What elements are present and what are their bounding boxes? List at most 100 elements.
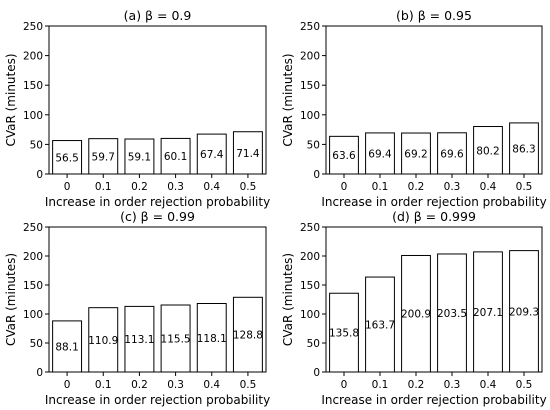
y-axis-label: CVaR (minutes) [281,253,295,346]
x-axis-label: Increase in order rejection probability [321,393,546,407]
data-label: 207.1 [473,307,503,319]
y-tick-label: 150 [23,80,43,92]
bar [124,305,155,373]
bar [232,131,263,175]
data-label: 113.1 [124,334,154,346]
bar [160,137,191,175]
bar [365,132,395,175]
x-tick-label: 0.3 [444,181,461,193]
x-tick-label: 0.4 [203,181,220,193]
data-label: 203.5 [437,308,467,320]
x-tick-label: 0.3 [167,181,184,193]
axes-frame [325,226,543,373]
bar [473,126,503,175]
x-axis-label: Increase in order rejection probability [45,393,270,407]
y-tick-label: 50 [307,338,320,350]
y-tick-label: 50 [30,338,43,350]
x-tick-label: 0 [64,181,71,193]
y-tick-label: 150 [300,80,320,92]
bar [329,135,359,175]
chart-panel: 56.5 59.7 59.1 60.1 67.4 71.4 0 50 100 150 200 250 0… [4,8,270,209]
axes-frame [48,25,267,175]
axes-frame [325,25,543,175]
bar [88,138,119,175]
data-label: 200.9 [401,309,431,321]
x-tick-label: 0.1 [372,181,389,193]
x-tick-label: 0.5 [516,379,533,391]
data-label: 60.1 [164,151,187,163]
bar [437,253,467,373]
bar [329,292,359,373]
y-tick-label: 100 [300,110,320,122]
y-axis-label: CVaR (minutes) [4,53,18,146]
x-tick-label: 0.2 [408,379,425,391]
bar [509,122,539,175]
y-tick-label: 250 [23,21,43,33]
x-tick-label: 0.2 [408,181,425,193]
y-tick-label: 50 [307,139,320,151]
data-label: 135.8 [329,328,359,340]
x-tick-label: 0.5 [240,379,257,391]
x-tick-label: 0.2 [131,379,148,391]
x-tick-label: 0.5 [240,181,257,193]
chart-title: (d) β = 0.999 [392,209,476,224]
bar [437,132,467,175]
y-tick-label: 150 [300,280,320,292]
chart-title: (a) β = 0.9 [124,8,192,23]
data-label: 128.8 [233,330,263,342]
y-tick-label: 250 [300,21,320,33]
bar [401,254,431,373]
y-tick-label: 50 [30,139,43,151]
bar [365,276,395,373]
data-label: 63.6 [332,150,356,162]
x-tick-label: 0.4 [480,379,497,391]
data-label: 163.7 [365,320,395,332]
bar [88,307,119,373]
x-axis-label: Increase in order rejection probability [45,195,270,209]
data-label: 69.4 [368,148,392,160]
x-axis-label: Increase in order rejection probability [321,195,546,209]
data-label: 118.1 [197,333,227,345]
x-tick-label: 0.4 [203,379,220,391]
y-tick-label: 200 [23,251,43,263]
y-tick-label: 100 [300,309,320,321]
bar [160,304,191,373]
chart-panel: 88.1 110.9 113.1 115.5 118.1 128.8 0 50 100 150 20… [4,209,270,407]
y-tick-label: 0 [313,367,320,379]
data-label: 69.6 [440,148,464,160]
y-tick-label: 200 [23,51,43,63]
x-tick-label: 0.1 [95,379,112,391]
bar [509,250,539,373]
x-tick-label: 0.4 [480,181,497,193]
y-tick-label: 250 [23,222,43,234]
y-tick-label: 0 [313,169,320,181]
y-tick-label: 200 [300,51,320,63]
x-tick-label: 0.1 [95,181,112,193]
data-label: 88.1 [55,341,78,353]
data-label: 115.5 [161,334,191,346]
data-label: 71.4 [236,148,260,160]
data-label: 69.2 [404,149,427,161]
x-tick-label: 0 [64,379,71,391]
x-tick-label: 0.1 [372,379,389,391]
chart-panel: 135.8 163.7 200.9 203.5 207.1 209.3 0 50 100 150 2… [281,209,547,407]
x-tick-label: 0 [341,379,348,391]
data-label: 59.7 [92,151,115,163]
x-tick-label: 0.5 [516,181,533,193]
chart-title: (b) β = 0.95 [396,8,472,23]
axes-frame [48,226,267,373]
chart-title: (c) β = 0.99 [120,209,195,224]
y-tick-label: 250 [300,222,320,234]
data-label: 80.2 [476,145,499,157]
y-tick-label: 100 [23,110,43,122]
data-label: 67.4 [200,149,224,161]
data-label: 56.5 [55,152,78,164]
y-tick-label: 150 [23,280,43,292]
data-label: 209.3 [509,306,539,318]
x-tick-label: 0.2 [131,181,148,193]
y-tick-label: 0 [36,169,43,181]
y-axis-label: CVaR (minutes) [281,53,295,146]
bar [52,140,83,175]
x-tick-label: 0 [341,181,348,193]
